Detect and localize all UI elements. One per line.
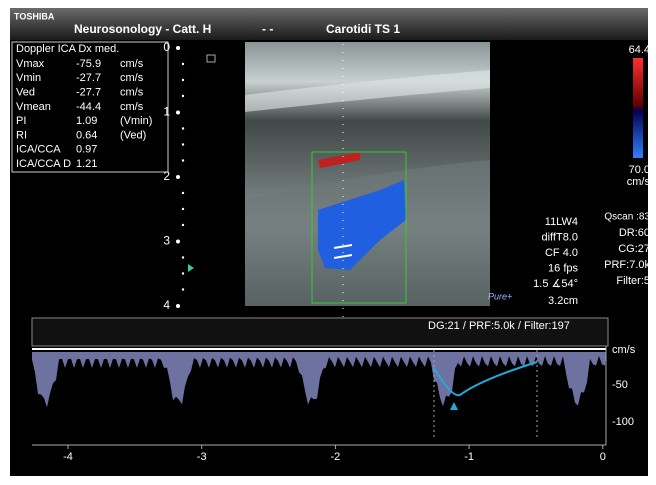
measurement-cell: PI [16, 115, 26, 127]
measurement-cell: Vmin [16, 72, 41, 84]
image-param: Filter:5 [616, 275, 650, 287]
probe-param: diffT8.0 [542, 231, 579, 243]
measurement-cell: cm/s [120, 101, 144, 113]
depth-tick [182, 208, 184, 210]
time-label: 0 [600, 451, 606, 463]
depth-tick [182, 256, 184, 258]
color-bar-bottom: 70.0 [629, 164, 650, 176]
measurement-cell: cm/s [120, 72, 144, 84]
image-param: DR:60 [619, 227, 650, 239]
measurement-title: Doppler ICA Dx med. [16, 43, 119, 55]
time-label: -4 [63, 451, 73, 463]
probe-param: 3.2cm [548, 295, 578, 307]
velocity-label: -50 [612, 379, 628, 391]
measurement-cell: Ved [16, 87, 35, 99]
measurement-cell: ICA/CCA D [16, 158, 71, 170]
measurement-cell: cm/s [120, 58, 144, 70]
measurement-cell: 1.09 [76, 115, 97, 127]
depth-marker [176, 175, 180, 179]
depth-label: 2 [163, 169, 170, 183]
depth-marker [176, 111, 180, 115]
separator: - - [262, 22, 273, 36]
measurement-cell: ICA/CCA [16, 144, 61, 156]
measurement-cell: RI [16, 129, 27, 141]
depth-marker [176, 304, 180, 308]
measurement-cell: -27.7 [76, 72, 101, 84]
depth-marker [176, 46, 180, 50]
depth-label: 1 [163, 105, 170, 119]
time-label: -2 [331, 451, 341, 463]
depth-tick [182, 159, 184, 161]
screen: TOSHIBA Neurosonology - Catt. H - - Caro… [0, 0, 656, 485]
measurement-cell: (Vmin) [120, 115, 152, 127]
depth-marker [176, 240, 180, 244]
measurement-cell: cm/s [120, 87, 144, 99]
preset: Carotidi TS 1 [326, 22, 400, 36]
image-param: CG:27 [618, 243, 650, 255]
time-label: -3 [197, 451, 207, 463]
image-param: Qscan :83 [604, 212, 650, 223]
depth-label: 3 [163, 234, 170, 248]
measurement-cell: -27.7 [76, 87, 101, 99]
probe-param: CF 4.0 [545, 247, 578, 259]
depth-tick [182, 224, 184, 226]
probe-param: 16 fps [548, 262, 578, 274]
measurement-cell: Vmax [16, 58, 45, 70]
depth-tick [182, 95, 184, 97]
depth-label: 0 [163, 40, 170, 54]
depth-label: 4 [163, 298, 170, 312]
depth-tick [182, 143, 184, 145]
color-bar [633, 58, 643, 158]
page: TOSHIBA Neurosonology - Catt. H - - Caro… [0, 0, 656, 485]
logo: Pure+ [488, 291, 512, 301]
depth-tick [182, 79, 184, 81]
measurement-cell: 0.97 [76, 144, 97, 156]
probe-param: 1.5 ∡54° [533, 278, 578, 290]
depth-tick [182, 272, 184, 274]
velocity-unit: cm/s [612, 344, 636, 356]
measurement-cell: -44.4 [76, 101, 101, 113]
velocity-label: -100 [612, 416, 634, 428]
time-label: -1 [464, 451, 474, 463]
color-bar-unit: cm/s [627, 176, 651, 188]
measurement-cell: -75.9 [76, 58, 101, 70]
depth-tick [182, 127, 184, 129]
measurement-cell: 0.64 [76, 129, 97, 141]
measurement-cell: (Ved) [120, 129, 146, 141]
brand: TOSHIBA [14, 11, 55, 21]
measurement-cell: Vmean [16, 101, 51, 113]
color-bar-top: 64.4 [629, 44, 650, 56]
study: Neurosonology - Catt. H [74, 22, 211, 36]
depth-tick [182, 192, 184, 194]
depth-tick [182, 63, 184, 65]
image-param: PRF:7.0k [604, 259, 650, 271]
depth-tick [182, 288, 184, 290]
measurement-cell: 1.21 [76, 158, 97, 170]
spectral-settings: DG:21 / PRF:5.0k / Filter:197 [428, 320, 570, 332]
probe-param: 11LW4 [545, 216, 578, 228]
